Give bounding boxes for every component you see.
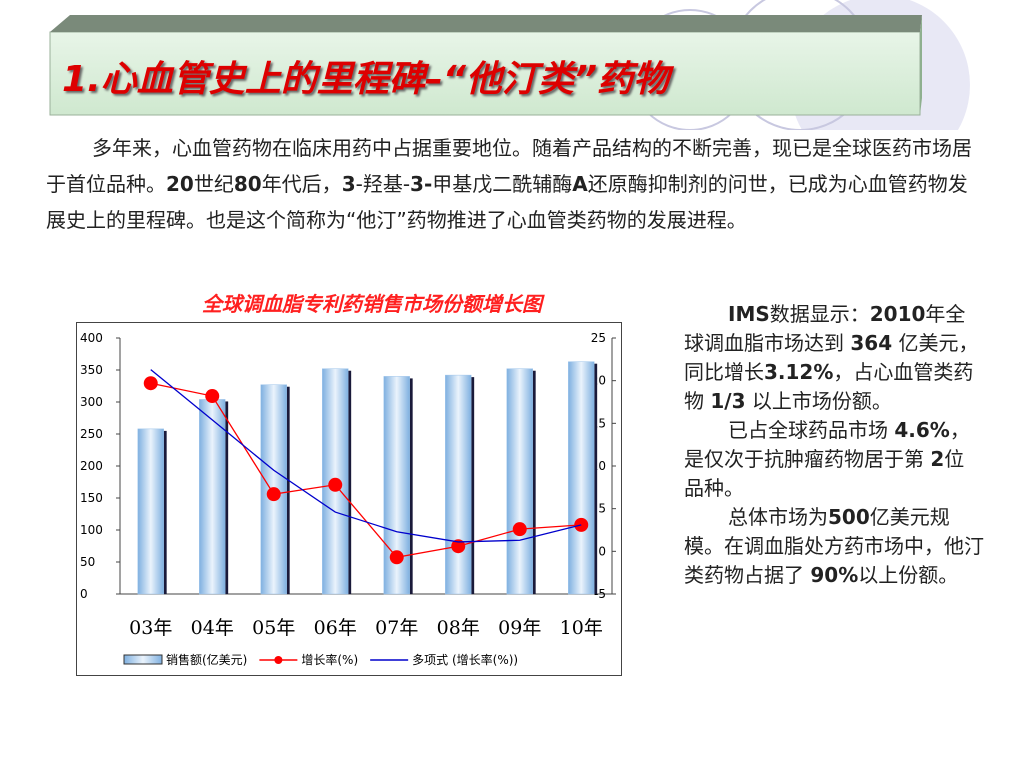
text: 数据显示： [769, 302, 870, 326]
text: 3- [410, 172, 433, 196]
legend-label: 销售额(亿美元) [166, 652, 247, 667]
legend-label: 多项式 (增长率(%)) [412, 652, 518, 667]
text: 年代后， [261, 172, 342, 196]
text: 20 [166, 172, 194, 196]
legend-label: 增长率(%) [301, 652, 358, 667]
line-marker [143, 376, 158, 391]
text: 已占全球药品市场 [728, 418, 895, 442]
text: 总体市场为 [728, 505, 828, 529]
text: 3 [341, 172, 356, 196]
text: ，是仅次于抗肿瘤药物居于第 [684, 418, 970, 471]
line-marker [389, 550, 404, 565]
text: 亿美元，同比增长 [684, 331, 979, 384]
text: 2010 [869, 302, 926, 326]
text: 以上份额。 [858, 563, 959, 587]
text: 1/3 [710, 389, 746, 413]
y-tick-label: 350 [80, 363, 103, 377]
text: 多年来，心血管药物在临床用药中占据重要地位。随着产品结构的不断完善，现已是全球医… [46, 136, 972, 196]
text: 4.6% [894, 418, 950, 442]
text: 2 [930, 447, 945, 471]
legend-swatch [274, 656, 283, 664]
line-marker [328, 477, 343, 492]
text: 位品种。 [684, 447, 965, 500]
text: 500 [828, 505, 870, 529]
text: 80 [233, 172, 262, 196]
y-tick-label: 0 [80, 587, 88, 601]
y2-tick-label: 5 [598, 502, 606, 516]
line-marker [451, 539, 466, 554]
y-tick-label: 250 [80, 427, 103, 441]
y2-tick-label: 25 [591, 331, 606, 345]
y2-tick-label: -5 [594, 587, 606, 601]
y-tick-label: 50 [80, 555, 95, 569]
y-tick-label: 400 [80, 331, 103, 345]
title-decor [49, 0, 970, 130]
y-tick-label: 100 [80, 523, 103, 537]
chart-title: 全球调血脂专利药销售市场份额增长图 [202, 292, 542, 316]
sidebar: IMS数据显示：2010年全球调血脂市场达到 364 亿美元，同比增长3.12%… [684, 300, 984, 590]
text: IMS [728, 302, 770, 326]
line-marker [266, 487, 281, 502]
bar [445, 374, 472, 595]
text: 3.12% [764, 360, 834, 384]
line-marker [512, 522, 527, 537]
line-marker [205, 389, 220, 404]
bar [137, 428, 164, 595]
y-tick-label: 200 [80, 459, 103, 473]
x-tick-label: 09年 [498, 617, 541, 639]
text: 世纪 [193, 172, 234, 196]
y-tick-label: 150 [80, 491, 103, 505]
text: ，占心血管类药物 [684, 360, 974, 413]
x-tick-label: 06年 [314, 617, 357, 639]
text: 以上市场份额。 [745, 389, 892, 413]
text: -羟基- [355, 172, 411, 196]
text: 还原酶抑制剂的问世，已成为心血管药物发展史上的里程碑。也是这个简称为“他汀”药物… [46, 172, 968, 232]
legend-swatch [123, 654, 163, 665]
line [150, 369, 582, 543]
text: 90% [810, 563, 859, 587]
x-tick-label: 07年 [375, 617, 418, 639]
text: 364 [850, 331, 893, 355]
y-tick-label: 300 [80, 395, 103, 409]
intro-paragraph: 多年来，心血管药物在临床用药中占据重要地位。随着产品结构的不断完善，现已是全球医… [46, 130, 976, 238]
bar [199, 399, 226, 595]
slide-title: 1.心血管史上的里程碑–“他汀类”药物 [62, 59, 670, 100]
text: 年全球调血脂市场达到 [684, 302, 966, 355]
x-tick-label: 10年 [560, 617, 603, 639]
x-tick-label: 03年 [129, 617, 172, 639]
text: 甲基戊二酰辅酶 [432, 172, 573, 196]
bar [506, 368, 533, 595]
y2-tick-label: 0 [598, 544, 606, 558]
text: 亿美元规模。在调血脂处方药市场中，他汀类药物占据了 [684, 505, 984, 587]
x-tick-label: 04年 [191, 617, 234, 639]
line [150, 382, 582, 559]
x-tick-label: 08年 [437, 617, 480, 639]
text: A [572, 172, 588, 196]
bar [568, 361, 595, 595]
x-tick-label: 05年 [252, 617, 295, 639]
